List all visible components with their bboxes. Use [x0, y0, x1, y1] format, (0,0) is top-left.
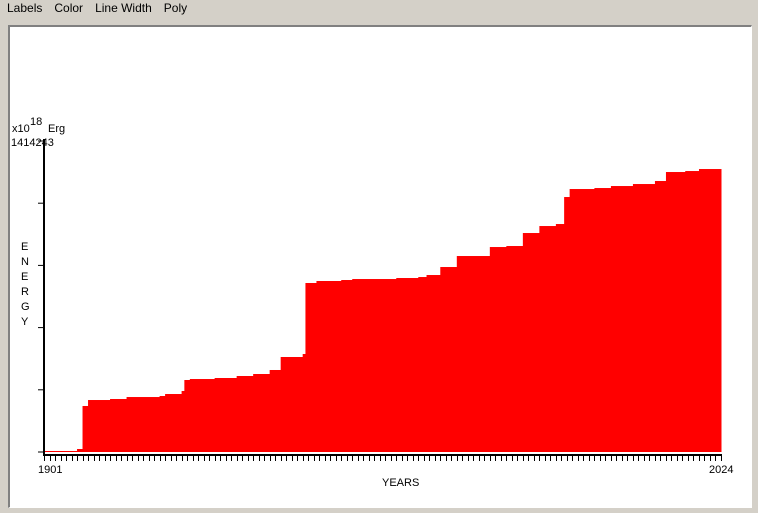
step-bar	[506, 246, 524, 452]
step-bar	[440, 267, 458, 452]
area-layer	[44, 169, 722, 453]
x-axis-label: YEARS	[382, 477, 419, 489]
step-bar	[396, 278, 419, 452]
step-bar	[456, 256, 491, 452]
step-bar	[280, 357, 304, 452]
step-bar	[594, 188, 612, 453]
x-tick-label-start: 1901	[38, 464, 62, 476]
y-max-label: 1414243	[11, 137, 54, 149]
step-bar	[569, 189, 595, 452]
x-tick-label-end: 2024	[709, 464, 733, 476]
y-axis-label-letter: G	[21, 301, 30, 313]
step-bar	[184, 380, 191, 452]
y-axis-label-letter: E	[21, 241, 28, 253]
step-bar	[165, 394, 183, 452]
step-bar	[352, 279, 397, 452]
step-bar	[88, 400, 111, 452]
step-bar	[665, 172, 686, 452]
menu-bar: Labels Color Line Width Poly	[0, 0, 758, 18]
step-bar	[305, 283, 317, 452]
y-units: Erg	[48, 123, 65, 135]
menu-poly[interactable]: Poly	[163, 1, 188, 15]
step-bar	[610, 186, 634, 452]
axes	[38, 139, 722, 461]
menu-color[interactable]: Color	[54, 1, 84, 15]
step-bar	[426, 275, 441, 452]
step-bar	[632, 184, 656, 452]
y-axis-label-letter: E	[21, 271, 28, 283]
step-bar	[539, 226, 557, 452]
step-bar	[489, 247, 507, 452]
step-bar	[214, 378, 238, 452]
step-bar	[654, 181, 667, 452]
step-bar	[269, 369, 282, 452]
step-bar	[685, 171, 700, 452]
step-bar	[77, 449, 84, 452]
step-bar	[44, 451, 78, 452]
step-bar	[189, 379, 216, 452]
step-bar	[253, 373, 271, 452]
step-bar	[302, 354, 306, 452]
step-bar	[564, 197, 571, 452]
y-units-exponent: 18	[30, 116, 42, 128]
y-axis-label-letter: N	[21, 256, 29, 268]
step-bar	[236, 376, 254, 452]
step-bar	[110, 399, 128, 452]
step-bar	[698, 169, 722, 452]
step-bar	[82, 405, 89, 452]
step-bar	[316, 281, 342, 452]
step-bar	[126, 397, 161, 452]
step-bar	[555, 224, 565, 452]
y-units-multiplier: x10	[12, 123, 30, 135]
step-bar	[181, 390, 185, 452]
y-axis-label-letter: Y	[21, 316, 29, 328]
step-bar	[159, 396, 166, 452]
step-bar	[522, 233, 540, 452]
step-bar	[341, 280, 353, 452]
y-axis-label-letter: R	[21, 286, 29, 298]
menu-line-width[interactable]: Line Width	[95, 1, 152, 15]
menu-labels[interactable]: Labels	[7, 1, 43, 15]
step-bar	[418, 277, 428, 452]
